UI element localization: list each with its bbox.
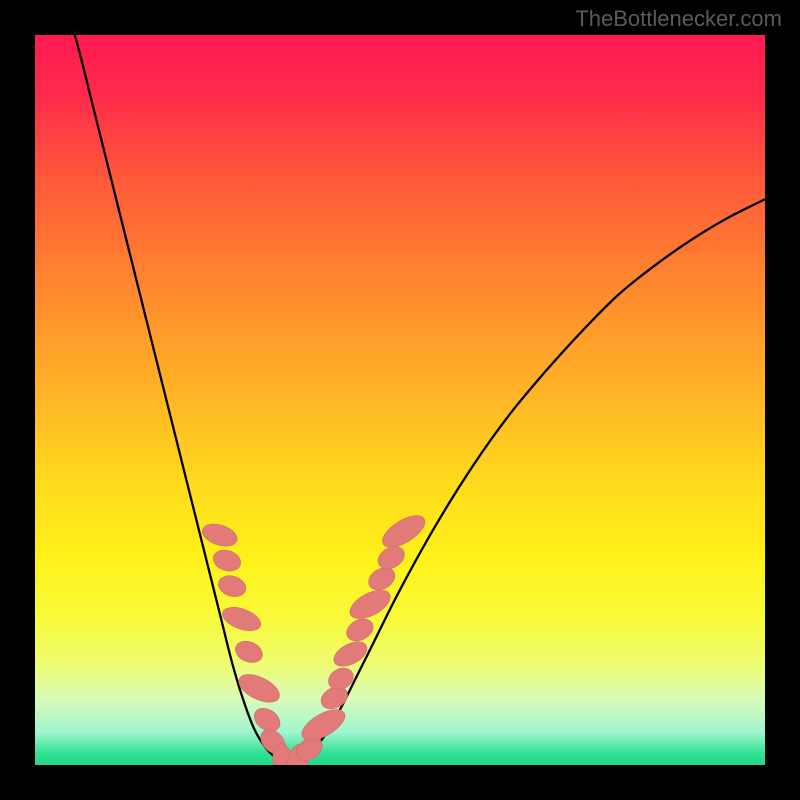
curve-marker	[199, 520, 239, 550]
curve-marker	[235, 669, 284, 708]
curve-marker	[219, 603, 263, 635]
plot-area	[35, 35, 765, 765]
bottleneck-curve	[35, 35, 765, 765]
curve-marker	[345, 584, 394, 624]
curve-markers	[199, 509, 429, 765]
curve-marker	[343, 615, 377, 646]
curve-marker	[330, 637, 371, 672]
chart-frame: TheBottlenecker.com	[0, 0, 800, 800]
curve-marker	[211, 547, 244, 575]
curve-marker	[216, 572, 249, 600]
curve-marker	[232, 637, 265, 666]
watermark: TheBottlenecker.com	[575, 6, 782, 32]
curve-marker	[377, 509, 429, 553]
